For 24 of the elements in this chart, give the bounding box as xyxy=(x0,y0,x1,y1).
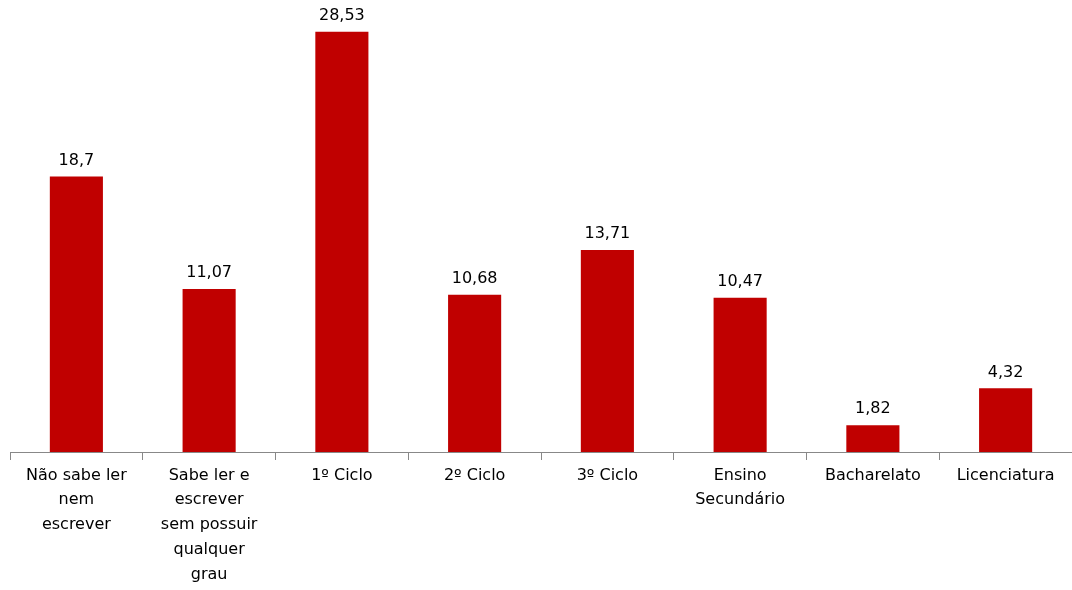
data-label: 11,07 xyxy=(186,262,233,282)
bar xyxy=(713,297,767,452)
x-tick-label: 3º Ciclo xyxy=(576,464,639,484)
data-label: 1,82 xyxy=(855,398,891,418)
bar xyxy=(846,425,900,452)
bar xyxy=(580,250,634,452)
data-label: 18,7 xyxy=(58,149,95,169)
x-tick-label: Licenciatura xyxy=(956,464,1055,484)
bar xyxy=(182,288,236,452)
x-tick-label: Ensino Secundário xyxy=(695,464,786,509)
x-tick-label: 2º Ciclo xyxy=(443,464,506,484)
bar xyxy=(448,294,502,452)
x-tick-label: Não sabe ler nem escrever xyxy=(26,464,128,534)
x-tick-label: Sabe ler e escrever sem possuir qualquer grau xyxy=(160,464,258,583)
data-label: 10,68 xyxy=(451,267,498,287)
data-label: 10,47 xyxy=(717,270,764,290)
bar xyxy=(979,388,1033,452)
x-tick-label: 1º Ciclo xyxy=(311,464,373,484)
x-tick-label: Bacharelato xyxy=(824,464,921,484)
data-label: 13,71 xyxy=(584,223,631,243)
data-label: 4,32 xyxy=(987,361,1024,381)
bar xyxy=(315,31,369,452)
bar xyxy=(49,176,103,452)
data-label: 28,53 xyxy=(318,4,365,24)
